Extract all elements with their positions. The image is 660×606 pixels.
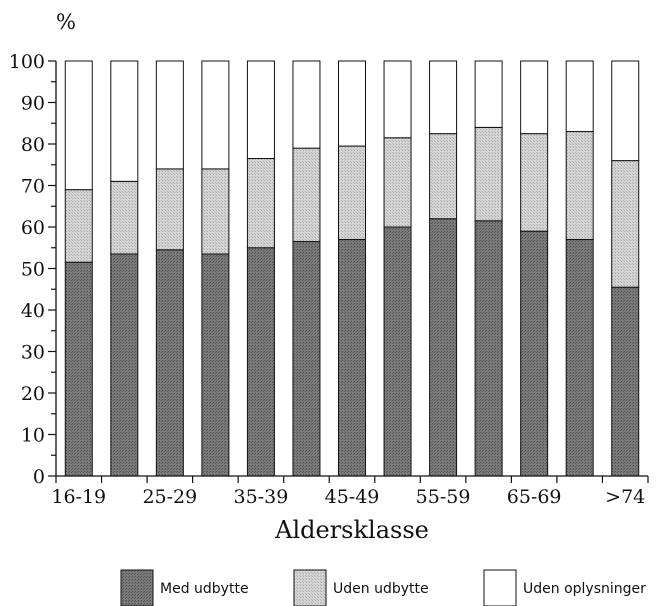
y-tick-label-80: 80 bbox=[21, 134, 45, 156]
legend-swatch-med-udbytte bbox=[120, 569, 154, 606]
y-tick-label-30: 30 bbox=[21, 342, 45, 364]
bar-segment-med-udbytte-60-64 bbox=[474, 220, 503, 477]
bar-segment-med-udbytte-25-29 bbox=[155, 249, 184, 477]
bar-segment-med-udbytte-30-34 bbox=[201, 253, 230, 477]
y-tick-label-100: 100 bbox=[9, 51, 45, 73]
y-tick-label-20: 20 bbox=[21, 383, 45, 405]
y-axis: 0 10 20 30 40 50 60 70 80 90 100 bbox=[9, 51, 57, 488]
bar-segment-uden-oplysninger-20-24 bbox=[110, 60, 139, 182]
bar-segment-med-udbytte-70-74 bbox=[565, 238, 594, 477]
bar-segment-uden-udbytte-35-39 bbox=[246, 158, 275, 249]
bar-segment-uden-udbytte-70-74 bbox=[565, 131, 594, 240]
bar-segment-med-udbytte-74 bbox=[611, 286, 640, 477]
x-tick-label-65-69: 65-69 bbox=[507, 486, 562, 508]
y-tick-label-90: 90 bbox=[21, 93, 45, 115]
bar-segment-med-udbytte-55-59 bbox=[429, 218, 458, 477]
bar-segment-uden-oplysninger-50-54 bbox=[383, 60, 412, 139]
bar-segment-uden-oplysninger-25-29 bbox=[155, 60, 184, 170]
bar-segment-med-udbytte-20-24 bbox=[110, 253, 139, 477]
legend-label-med-udbytte: Med udbytte bbox=[160, 581, 249, 597]
bar-segment-uden-oplysninger-16-19 bbox=[64, 60, 93, 191]
bar-segment-uden-oplysninger-70-74 bbox=[565, 60, 594, 133]
bar-segment-uden-udbytte-40-44 bbox=[292, 147, 321, 243]
bar-segment-med-udbytte-50-54 bbox=[383, 226, 412, 477]
bar-segment-uden-udbytte-50-54 bbox=[383, 137, 412, 228]
legend-label-uden-oplysninger: Uden oplysninger bbox=[523, 581, 646, 597]
x-tick-label-25-29: 25-29 bbox=[142, 486, 197, 508]
legend-swatch-uden-udbytte bbox=[293, 569, 327, 606]
bar-segment-med-udbytte-40-44 bbox=[292, 241, 321, 477]
x-tick-label-74: >74 bbox=[605, 486, 645, 508]
bar-segment-med-udbytte-35-39 bbox=[246, 247, 275, 477]
bar-segment-med-udbytte-16-19 bbox=[64, 261, 93, 477]
bar-segment-uden-oplysninger-40-44 bbox=[292, 60, 321, 149]
bar-segment-uden-oplysninger-60-64 bbox=[474, 60, 503, 128]
x-tick-label-55-59: 55-59 bbox=[416, 486, 471, 508]
x-tick-label-35-39: 35-39 bbox=[234, 486, 289, 508]
x-tick-label-45-49: 45-49 bbox=[325, 486, 380, 508]
y-tick-label-50: 50 bbox=[21, 259, 45, 281]
bar-segment-uden-udbytte-20-24 bbox=[110, 180, 139, 255]
y-tick-label-10: 10 bbox=[21, 425, 45, 447]
bar-segment-uden-oplysninger-45-49 bbox=[338, 60, 366, 147]
y-tick-label-60: 60 bbox=[21, 217, 45, 239]
bar-segment-uden-udbytte-45-49 bbox=[338, 145, 366, 240]
bar-segment-uden-udbytte-74 bbox=[611, 160, 640, 288]
y-unit-label: % bbox=[56, 10, 76, 34]
bar-segment-uden-oplysninger-35-39 bbox=[246, 60, 275, 160]
legend-label-uden-udbytte: Uden udbytte bbox=[333, 581, 429, 597]
bar-segment-uden-udbytte-55-59 bbox=[429, 133, 458, 220]
bar-segment-uden-oplysninger-55-59 bbox=[429, 60, 458, 135]
bar-segment-uden-oplysninger-30-34 bbox=[201, 60, 230, 170]
x-axis-title: Aldersklasse bbox=[274, 516, 429, 544]
legend-swatch-uden-oplysninger bbox=[483, 569, 517, 606]
bar-segment-med-udbytte-65-69 bbox=[520, 230, 549, 477]
bar-segment-med-udbytte-45-49 bbox=[338, 238, 366, 477]
bar-segment-uden-oplysninger-74 bbox=[611, 60, 640, 162]
bar-segment-uden-udbytte-30-34 bbox=[201, 168, 230, 255]
bar-segment-uden-udbytte-16-19 bbox=[64, 189, 93, 263]
x-tick-label-16-19: 16-19 bbox=[51, 486, 106, 508]
bar-segment-uden-udbytte-25-29 bbox=[155, 168, 184, 251]
bars-layer bbox=[64, 60, 640, 477]
y-tick-label-70: 70 bbox=[21, 176, 45, 198]
x-axis: 16-19 25-29 35-39 45-49 55-59 65-69 >74 bbox=[51, 475, 649, 508]
y-tick-label-40: 40 bbox=[21, 300, 45, 322]
bar-segment-uden-udbytte-60-64 bbox=[474, 126, 503, 222]
legend: Med udbytte Uden udbytte Uden oplysninge… bbox=[120, 569, 646, 606]
bar-segment-uden-udbytte-65-69 bbox=[520, 133, 549, 232]
y-tick-label-0: 0 bbox=[33, 466, 45, 488]
bar-segment-uden-oplysninger-65-69 bbox=[520, 60, 549, 135]
